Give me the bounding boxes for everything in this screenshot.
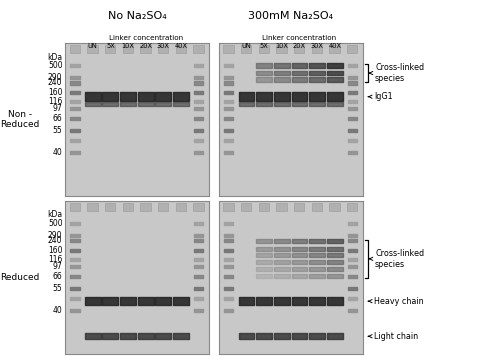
Text: 30X: 30X bbox=[310, 43, 324, 49]
Text: 40X: 40X bbox=[174, 43, 188, 49]
Text: Light chain: Light chain bbox=[368, 332, 418, 341]
Bar bbox=[140, 203, 150, 211]
Text: 240: 240 bbox=[48, 236, 62, 245]
Bar bbox=[70, 45, 80, 53]
Bar bbox=[276, 45, 286, 53]
Bar bbox=[70, 203, 80, 211]
Bar bbox=[158, 203, 168, 211]
Text: Heavy chain: Heavy chain bbox=[368, 297, 424, 306]
Bar bbox=[258, 45, 269, 53]
Text: 5X: 5X bbox=[106, 43, 115, 49]
Bar bbox=[122, 203, 133, 211]
Bar bbox=[193, 45, 203, 53]
Bar bbox=[158, 45, 168, 53]
Bar bbox=[224, 203, 234, 211]
Bar bbox=[88, 203, 98, 211]
Text: 55: 55 bbox=[53, 284, 62, 293]
Text: UN: UN bbox=[242, 43, 252, 49]
Text: 66: 66 bbox=[53, 114, 62, 123]
Bar bbox=[105, 45, 116, 53]
Bar bbox=[276, 203, 286, 211]
Bar bbox=[193, 203, 203, 211]
Text: 300mM Na₂SO₄: 300mM Na₂SO₄ bbox=[248, 11, 333, 21]
Bar bbox=[312, 203, 322, 211]
Bar bbox=[224, 45, 234, 53]
Text: 240: 240 bbox=[48, 78, 62, 87]
Text: Non -
Reduced: Non - Reduced bbox=[0, 110, 40, 129]
Text: 97: 97 bbox=[53, 104, 62, 113]
Bar bbox=[330, 203, 340, 211]
Text: UN: UN bbox=[88, 43, 98, 49]
Text: 5X: 5X bbox=[260, 43, 268, 49]
Bar bbox=[105, 203, 116, 211]
Bar bbox=[176, 203, 186, 211]
Text: 500: 500 bbox=[48, 219, 62, 228]
Text: kDa: kDa bbox=[48, 210, 62, 219]
Bar bbox=[122, 45, 133, 53]
Text: Linker concentration: Linker concentration bbox=[108, 35, 183, 41]
Text: 160: 160 bbox=[48, 88, 62, 97]
Text: Cross-linked
species: Cross-linked species bbox=[369, 249, 424, 269]
Text: 40: 40 bbox=[53, 148, 62, 157]
Bar bbox=[241, 45, 252, 53]
Bar bbox=[140, 45, 150, 53]
Text: 10X: 10X bbox=[276, 43, 288, 49]
Text: 116: 116 bbox=[48, 97, 62, 106]
Bar bbox=[258, 203, 269, 211]
Text: 40: 40 bbox=[53, 306, 62, 315]
Bar bbox=[88, 45, 98, 53]
Text: 20X: 20X bbox=[293, 43, 306, 49]
Text: 160: 160 bbox=[48, 245, 62, 255]
Text: 500: 500 bbox=[48, 61, 62, 70]
Bar bbox=[330, 45, 340, 53]
Text: Cross-linked
species: Cross-linked species bbox=[369, 64, 424, 83]
Text: IgG1: IgG1 bbox=[368, 92, 392, 101]
Text: 40X: 40X bbox=[328, 43, 342, 49]
Bar bbox=[176, 45, 186, 53]
Text: 30X: 30X bbox=[157, 43, 170, 49]
Text: 55: 55 bbox=[53, 126, 62, 135]
Text: 116: 116 bbox=[48, 255, 62, 264]
Text: 66: 66 bbox=[53, 272, 62, 281]
Text: Linker concentration: Linker concentration bbox=[262, 35, 336, 41]
Bar bbox=[347, 203, 358, 211]
Bar bbox=[241, 203, 252, 211]
Text: 20X: 20X bbox=[139, 43, 152, 49]
Bar bbox=[294, 45, 304, 53]
Text: kDa: kDa bbox=[48, 53, 62, 61]
Text: 10X: 10X bbox=[122, 43, 134, 49]
Text: Reduced: Reduced bbox=[0, 273, 40, 282]
Bar bbox=[294, 203, 304, 211]
Text: No Na₂SO₄: No Na₂SO₄ bbox=[108, 11, 166, 21]
Text: 97: 97 bbox=[53, 262, 62, 271]
Text: 290: 290 bbox=[48, 231, 62, 240]
Bar bbox=[347, 45, 358, 53]
Text: 290: 290 bbox=[48, 73, 62, 82]
Bar bbox=[312, 45, 322, 53]
